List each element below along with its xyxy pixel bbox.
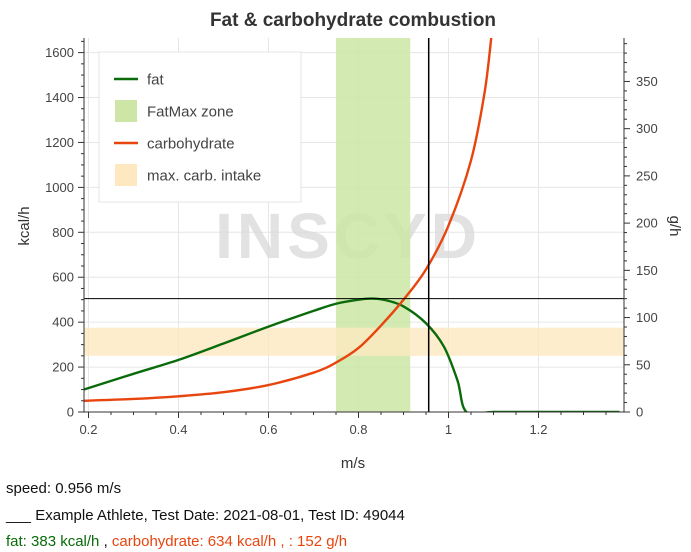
x-tick-label: 1 — [445, 422, 452, 437]
fat-series-line — [84, 297, 620, 412]
y-tick-label: 1000 — [45, 180, 74, 195]
values-readout: fat: 383 kcal/h , carbohydrate: 634 kcal… — [6, 533, 347, 550]
y2-tick-label: 100 — [636, 310, 658, 325]
carb-readout: carbohydrate: 634 kcal/h , : 152 g/h — [111, 533, 348, 550]
y2-axis-label: g/h — [666, 216, 683, 237]
fat-carb-chart: Fat & carbohydrate combustion INSCYD0.20… — [16, 10, 683, 472]
chart-title: Fat & carbohydrate combustion — [210, 10, 496, 31]
y-tick-label: 400 — [52, 315, 74, 330]
legend-max-carb-intake-label: max. carb. intake — [147, 168, 261, 185]
y2-tick-label: 150 — [636, 263, 658, 278]
legend-fatmax-zone-label: FatMax zone — [147, 104, 234, 121]
legend: fat FatMax zone carbohydrate max. carb. int… — [98, 51, 302, 203]
x-axis-label: m/s — [341, 455, 365, 472]
y-tick-label: 1400 — [45, 90, 74, 105]
y2-tick-label: 50 — [636, 357, 650, 372]
y2-tick-label: 250 — [636, 168, 658, 183]
plot-area — [84, 38, 624, 412]
fat-readout: fat: 383 kcal/h — [6, 533, 100, 550]
x-tick-label: 0.6 — [259, 422, 277, 437]
speed-readout: speed: 0.956 m/s — [6, 480, 122, 497]
legend-fat-label: fat — [147, 72, 165, 89]
y-axis-label: kcal/h — [16, 206, 33, 245]
x-tick-label: 1.2 — [529, 422, 547, 437]
y-tick-label: 1600 — [45, 45, 74, 60]
x-tick-label: 0.2 — [79, 422, 97, 437]
y-tick-label: 200 — [52, 360, 74, 375]
y2-tick-label: 200 — [636, 216, 658, 231]
x-tick-label: 0.4 — [169, 422, 187, 437]
y2-tick-label: 300 — [636, 121, 658, 136]
athlete-info: ___ Example Athlete, Test Date: 2021-08-… — [6, 507, 405, 524]
x-tick-label: 0.8 — [349, 422, 367, 437]
legend-max-carb-intake-swatch — [115, 164, 137, 186]
y2-tick-label: 0 — [636, 405, 643, 420]
legend-fatmax-zone-swatch — [115, 100, 137, 122]
y-tick-label: 800 — [52, 225, 74, 240]
readout-separator: , — [103, 533, 108, 550]
y-tick-label: 600 — [52, 270, 74, 285]
legend-carbohydrate-label: carbohydrate — [147, 136, 235, 153]
carbohydrate-series-line — [84, 38, 493, 402]
y-tick-label: 0 — [67, 405, 74, 420]
y2-tick-label: 350 — [636, 74, 658, 89]
y-tick-label: 1200 — [45, 135, 74, 150]
